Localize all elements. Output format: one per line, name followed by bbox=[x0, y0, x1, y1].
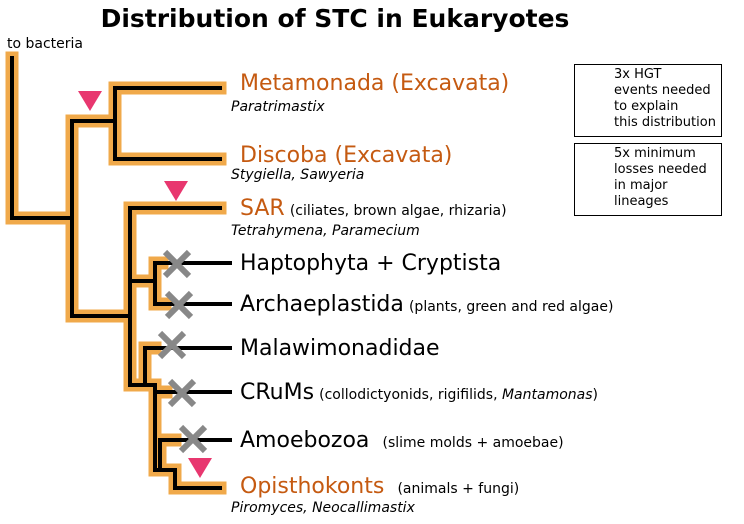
branch-discoba bbox=[113, 119, 222, 161]
species-discoba: Stygiella, Sawyeria bbox=[231, 167, 365, 183]
highlight-root bbox=[5, 51, 79, 225]
branch-malawimonadidae bbox=[143, 346, 232, 387]
taxon-opisthokonts: Opisthokonts bbox=[240, 474, 385, 499]
highlight-discoba bbox=[108, 114, 227, 166]
taxon-haptophyta: Haptophyta + Cryptista bbox=[240, 251, 502, 276]
loss-x-icon bbox=[162, 249, 192, 279]
loss-x-icon bbox=[167, 378, 197, 408]
taxon-crums-note: (collodictyonids, rigifilids, Mantamonas… bbox=[319, 387, 598, 403]
taxon-opisthokonts-row: Opisthokonts (animals + fungi) bbox=[240, 474, 519, 499]
branch-core bbox=[70, 216, 132, 318]
branch-haptophyta bbox=[153, 261, 232, 283]
loss-x-icon bbox=[164, 290, 194, 320]
taxon-archaeplastida-row: Archaeplastida (plants, green and red al… bbox=[240, 292, 613, 317]
taxon-archaeplastida-note: (plants, green and red algae) bbox=[408, 299, 614, 315]
species-sar: Tetrahymena, Paramecium bbox=[231, 223, 420, 239]
species-opisthokonts: Piromyces, Neocallimastix bbox=[231, 500, 415, 516]
taxon-amoebozoa: Amoebozoa bbox=[240, 428, 370, 453]
hgt-triangle-icon bbox=[188, 458, 212, 478]
taxon-amoebozoa-note: (slime molds + amoebae) bbox=[382, 435, 564, 451]
branch-excavata bbox=[70, 119, 117, 220]
branch-metamonada bbox=[113, 86, 222, 123]
branch-root bbox=[10, 56, 74, 220]
branch-amoebozoa bbox=[158, 438, 232, 472]
highlight-mal bbox=[123, 309, 162, 392]
branch-lower bbox=[128, 314, 147, 387]
loss-markers bbox=[157, 249, 208, 454]
taxon-metamonada: Metamonada (Excavata) bbox=[240, 71, 510, 96]
taxon-malawimonadidae: Malawimonadidae bbox=[240, 336, 440, 361]
taxon-crums: CRuMs bbox=[240, 380, 315, 405]
tree-branches bbox=[10, 56, 232, 490]
legend-loss-text: 5x minimum losses needed in major lineag… bbox=[614, 146, 707, 209]
branch-archaeplastida bbox=[153, 279, 232, 306]
species-metamonada: Paratrimastix bbox=[231, 99, 325, 115]
taxon-archaeplastida: Archaeplastida bbox=[240, 292, 404, 317]
root-label: to bacteria bbox=[7, 36, 83, 52]
taxon-amoebozoa-row: Amoebozoa (slime molds + amoebae) bbox=[240, 428, 564, 453]
taxon-sar-note: (ciliates, brown algae, rhizaria) bbox=[289, 203, 507, 219]
highlight-opis bbox=[153, 463, 227, 495]
legend-hgt-text: 3x HGT events needed to explain this dis… bbox=[614, 67, 716, 130]
hgt-triangle-icon bbox=[164, 181, 188, 201]
legend-hgt-box bbox=[574, 64, 722, 137]
taxon-discoba: Discoba (Excavata) bbox=[240, 143, 453, 168]
taxon-opisthokonts-note: (animals + fungi) bbox=[397, 481, 520, 497]
taxon-crums-row: CRuMs (collodictyonids, rigifilids, Mant… bbox=[240, 380, 598, 405]
branch-opisthokonts bbox=[158, 468, 222, 490]
taxon-sar: SAR bbox=[240, 196, 285, 221]
loss-x-icon bbox=[178, 424, 208, 454]
loss-x-icon bbox=[157, 330, 187, 360]
hgt-triangle-icon bbox=[78, 91, 102, 111]
legend-loss-box bbox=[574, 143, 722, 216]
figure-title: Distribution of STC in Eukaryotes bbox=[100, 4, 570, 33]
taxon-sar-row: SAR (ciliates, brown algae, rhizaria) bbox=[240, 196, 507, 221]
hgt-markers bbox=[78, 91, 212, 478]
